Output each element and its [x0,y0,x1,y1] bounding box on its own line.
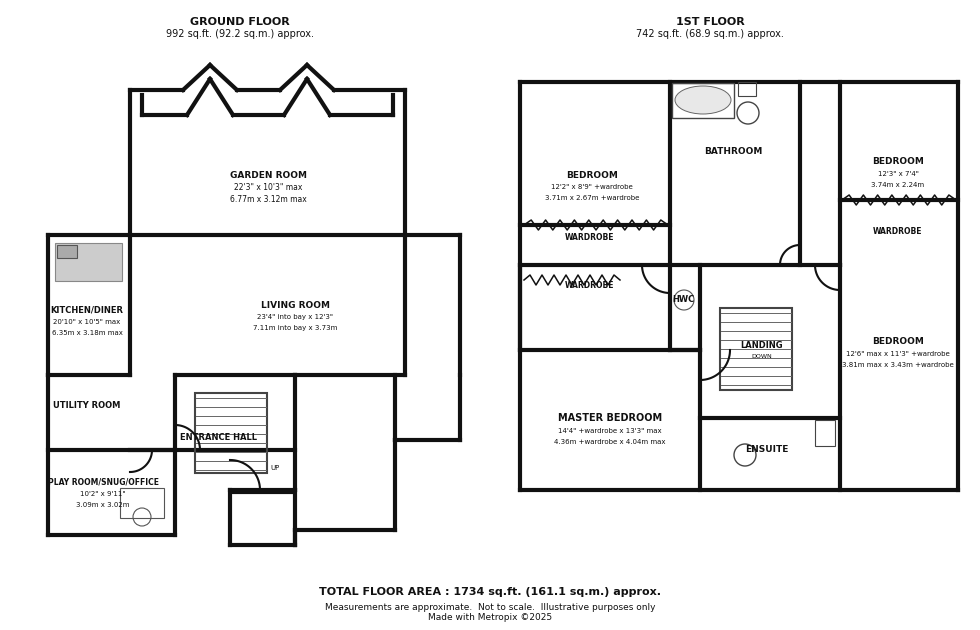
Text: KITCHEN/DINER: KITCHEN/DINER [51,306,123,314]
Text: BEDROOM: BEDROOM [566,171,618,180]
Text: TOTAL FLOOR AREA : 1734 sq.ft. (161.1 sq.m.) approx.: TOTAL FLOOR AREA : 1734 sq.ft. (161.1 sq… [319,587,661,597]
Text: 3.81m max x 3.43m +wardrobe: 3.81m max x 3.43m +wardrobe [842,362,954,368]
Text: Made with Metropix ©2025: Made with Metropix ©2025 [428,614,552,622]
Ellipse shape [675,86,731,114]
Text: ENSUITE: ENSUITE [746,445,789,454]
Bar [720,308,792,390]
Bar [672,83,734,118]
Text: HWC: HWC [672,295,694,304]
Text: 12'2" x 8'9" +wardrobe: 12'2" x 8'9" +wardrobe [551,184,633,190]
Text: DOWN: DOWN [752,355,772,360]
Text: 3.74m x 2.24m: 3.74m x 2.24m [871,182,924,188]
Bar [120,488,164,518]
Text: WARDROBE: WARDROBE [565,280,614,290]
Text: BEDROOM: BEDROOM [872,338,924,346]
Text: LANDING: LANDING [741,340,783,350]
Text: UP: UP [270,465,279,471]
Text: 22'3" x 10'3" max: 22'3" x 10'3" max [234,183,302,193]
Text: 3.71m x 2.67m +wardrobe: 3.71m x 2.67m +wardrobe [545,195,639,201]
Text: 742 sq.ft. (68.9 sq.m.) approx.: 742 sq.ft. (68.9 sq.m.) approx. [636,29,784,39]
Text: 4.36m +wardrobe x 4.04m max: 4.36m +wardrobe x 4.04m max [555,439,665,445]
Bar [57,245,77,258]
Text: PLAY ROOM/SNUG/OFFICE: PLAY ROOM/SNUG/OFFICE [47,478,159,486]
Bar [815,420,835,446]
Text: 6.77m x 3.12m max: 6.77m x 3.12m max [229,195,307,205]
Text: LIVING ROOM: LIVING ROOM [261,301,329,309]
Text: BATHROOM: BATHROOM [704,147,762,156]
Text: 23'4" into bay x 12'3": 23'4" into bay x 12'3" [257,314,333,320]
Text: 3.09m x 3.02m: 3.09m x 3.02m [76,502,129,508]
Text: BEDROOM: BEDROOM [872,158,924,166]
Text: 6.35m x 3.18m max: 6.35m x 3.18m max [52,330,122,336]
Text: 10'2" x 9'11": 10'2" x 9'11" [80,491,125,497]
Bar [195,393,267,473]
Text: 992 sq.ft. (92.2 sq.m.) approx.: 992 sq.ft. (92.2 sq.m.) approx. [166,29,314,39]
Text: GARDEN ROOM: GARDEN ROOM [229,171,307,180]
Text: Measurements are approximate.  Not to scale.  Illustrative purposes only: Measurements are approximate. Not to sca… [324,602,656,612]
Text: MASTER BEDROOM: MASTER BEDROOM [558,413,662,423]
Text: 14'4" +wardrobe x 13'3" max: 14'4" +wardrobe x 13'3" max [559,428,662,434]
Bar [738,82,756,96]
Text: 20'10" x 10'5" max: 20'10" x 10'5" max [53,319,121,325]
Text: WARDROBE: WARDROBE [873,227,923,236]
Bar [55,243,122,281]
Text: ENTRANCE HALL: ENTRANCE HALL [179,433,257,442]
Text: 7.11m into bay x 3.73m: 7.11m into bay x 3.73m [253,325,337,331]
Text: 1ST FLOOR: 1ST FLOOR [675,17,745,27]
Text: UTILITY ROOM: UTILITY ROOM [53,401,121,410]
Text: GROUND FLOOR: GROUND FLOOR [190,17,290,27]
Text: 12'3" x 7'4": 12'3" x 7'4" [877,171,918,177]
Text: 12'6" max x 11'3" +wardrobe: 12'6" max x 11'3" +wardrobe [846,351,950,357]
Text: WARDROBE: WARDROBE [565,234,614,243]
